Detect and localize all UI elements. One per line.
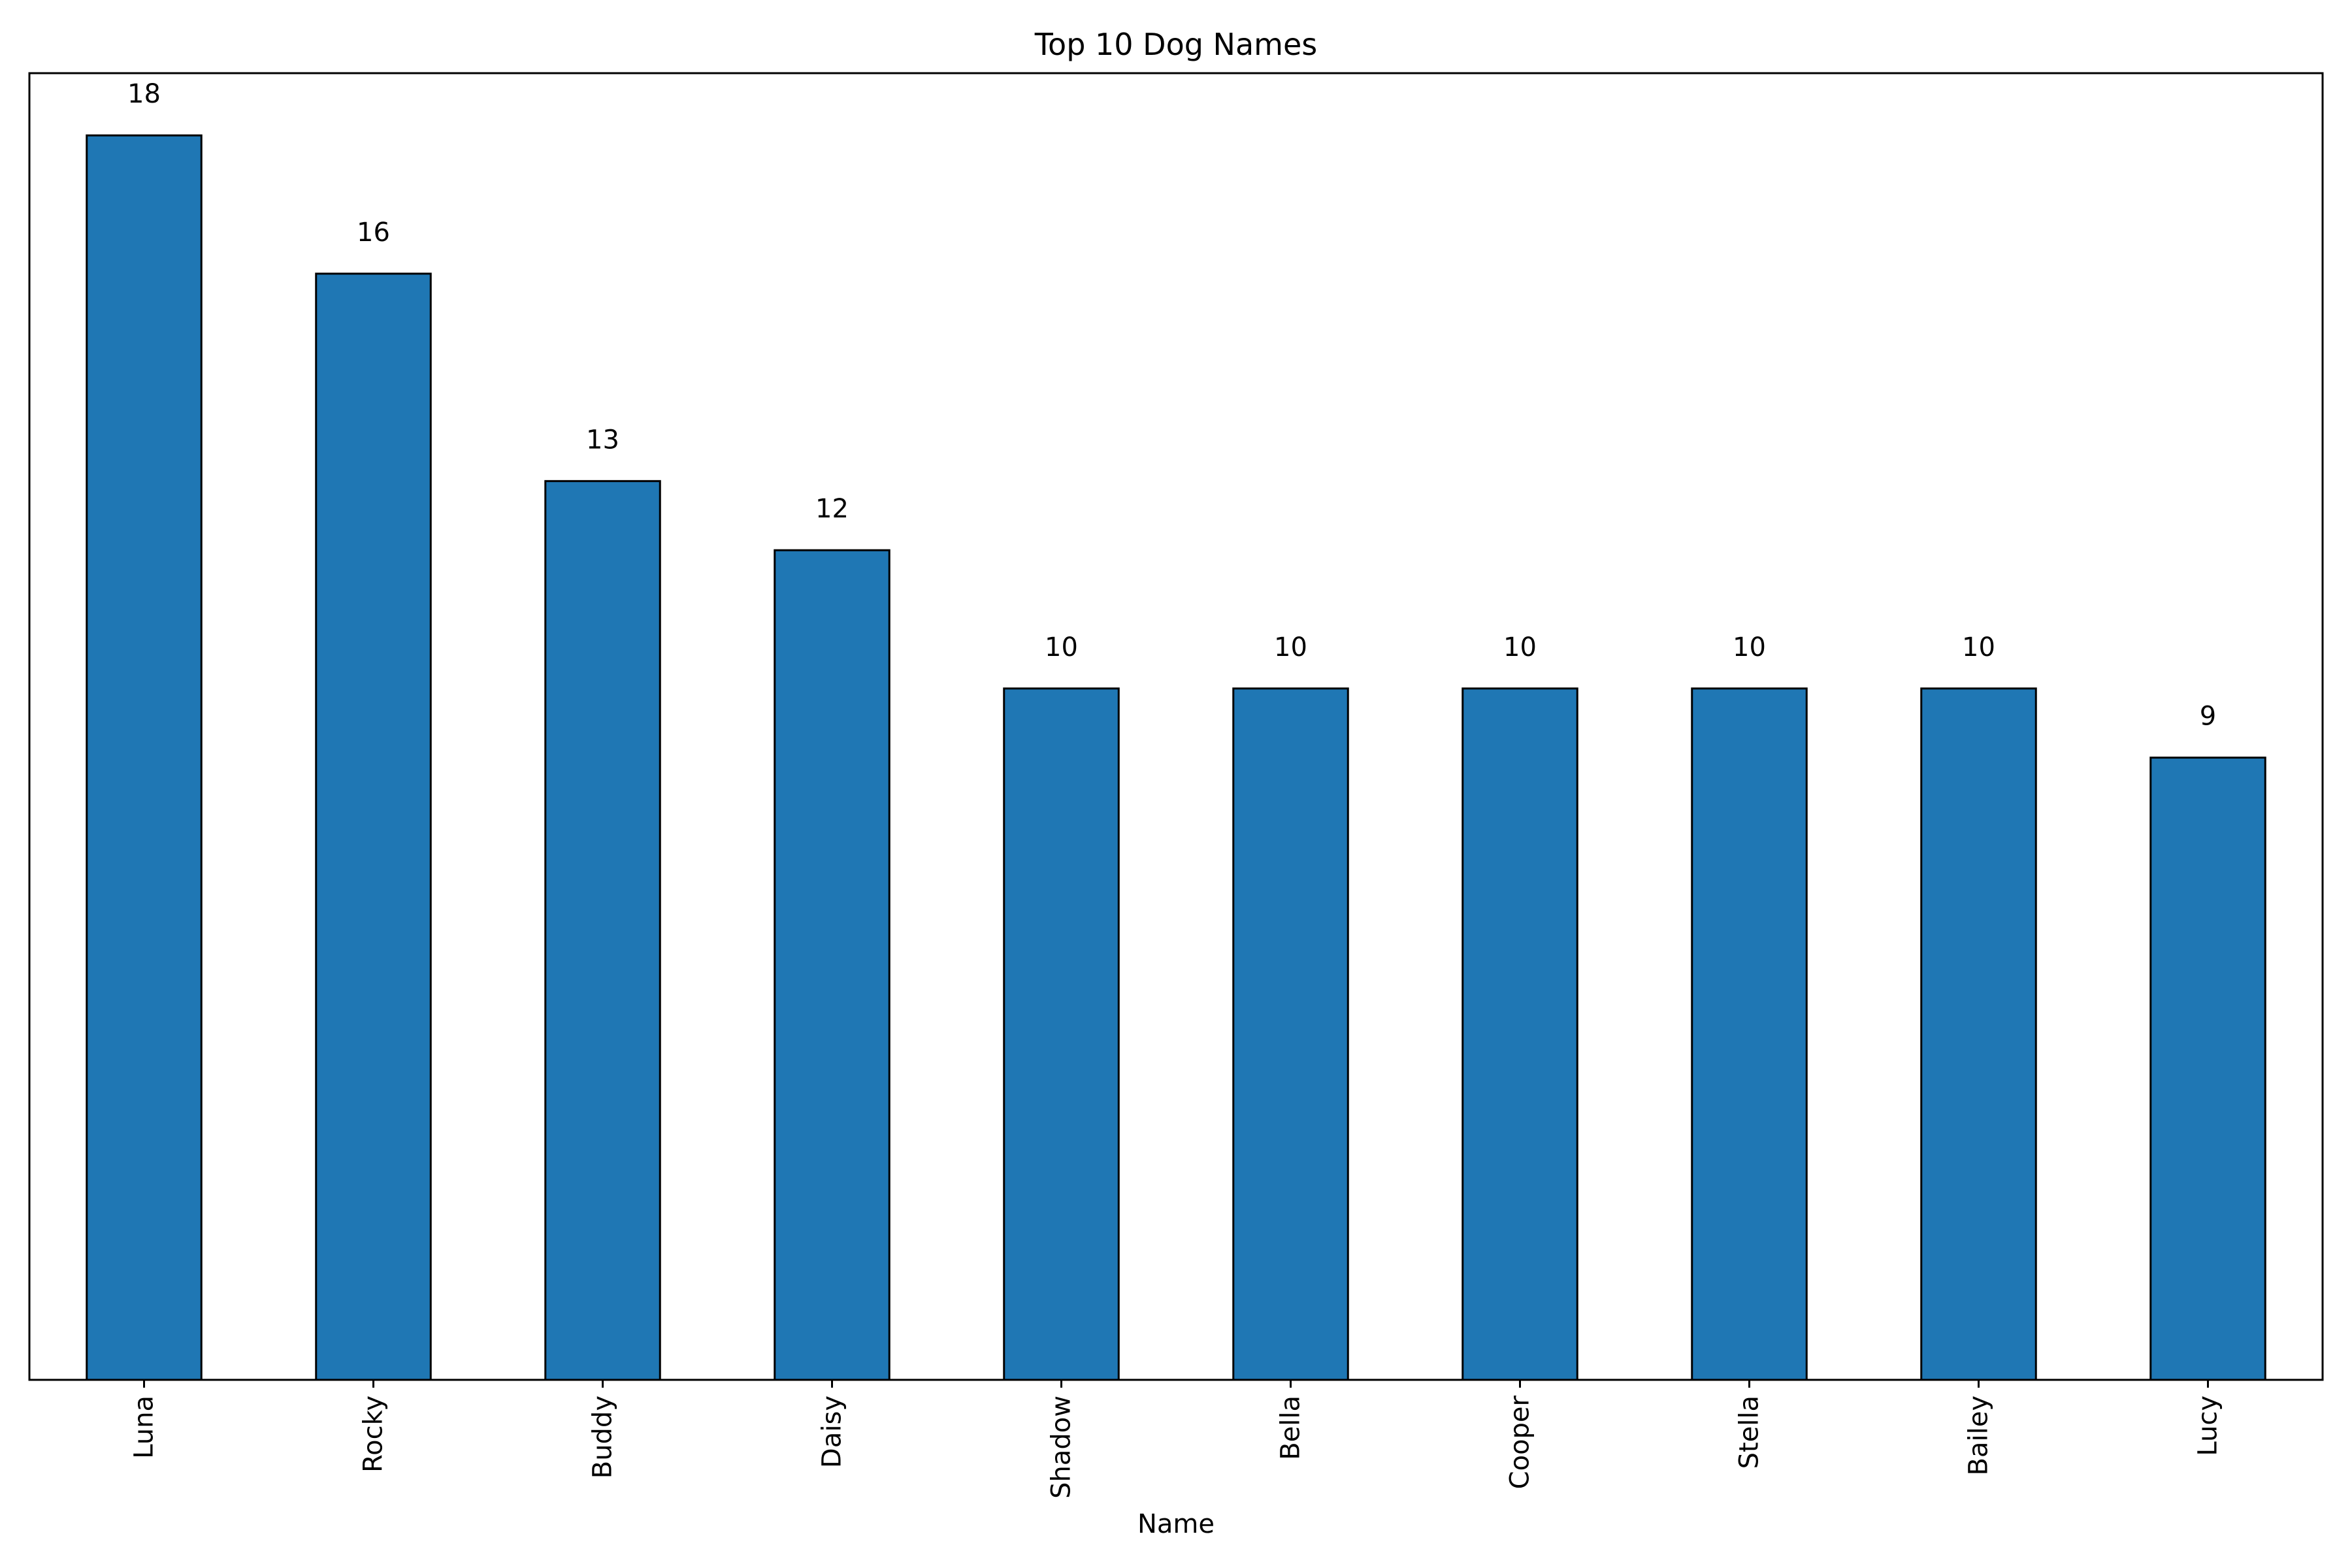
x-tick-label-stella: Stella [1735,1396,1765,1469]
bar-luna [86,134,203,1381]
bar-lucy [2149,757,2266,1381]
bars-group [86,134,2266,1381]
x-tick-label-luna: Luna [129,1396,159,1459]
bar-bella [1232,687,1349,1381]
value-label-lucy: 9 [2200,702,2216,732]
value-label-luna: 18 [127,79,161,109]
x-tick-label-lucy: Lucy [2193,1396,2223,1456]
bar-buddy [544,480,661,1381]
bar-stella [1691,687,1808,1381]
value-label-bailey: 10 [1962,632,1995,662]
value-label-buddy: 13 [586,425,619,455]
bar-rocky [315,272,432,1381]
plot-frame [28,72,2324,1381]
x-tick-label-rocky: Rocky [359,1396,389,1473]
value-label-rocky: 16 [357,218,390,248]
bar-daisy [774,549,890,1381]
x-ticks-group: Luna Rocky Buddy Daisy Shadow Bella Cooper Stel… [129,1380,2223,1499]
bar-cooper [1462,687,1578,1381]
value-label-shadow: 10 [1045,632,1078,662]
value-labels-group: 18 16 13 12 10 10 10 10 10 9 [127,79,2216,731]
x-tick-label-daisy: Daisy [817,1396,847,1468]
value-label-bella: 10 [1274,632,1307,662]
bar-bailey [1920,687,2037,1381]
x-tick-label-cooper: Cooper [1505,1395,1535,1489]
x-tick-label-shadow: Shadow [1047,1396,1077,1499]
value-label-cooper: 10 [1503,632,1537,662]
x-tick-label-bella: Bella [1276,1396,1306,1460]
chart-title: Top 10 Dog Names [1034,27,1317,62]
x-axis-label: Name [1137,1509,1215,1539]
x-tick-label-bailey: Bailey [1964,1396,1994,1475]
value-label-daisy: 12 [815,494,849,524]
x-tick-label-buddy: Buddy [588,1396,618,1478]
bar-shadow [1003,687,1120,1381]
value-label-stella: 10 [1733,632,1766,662]
